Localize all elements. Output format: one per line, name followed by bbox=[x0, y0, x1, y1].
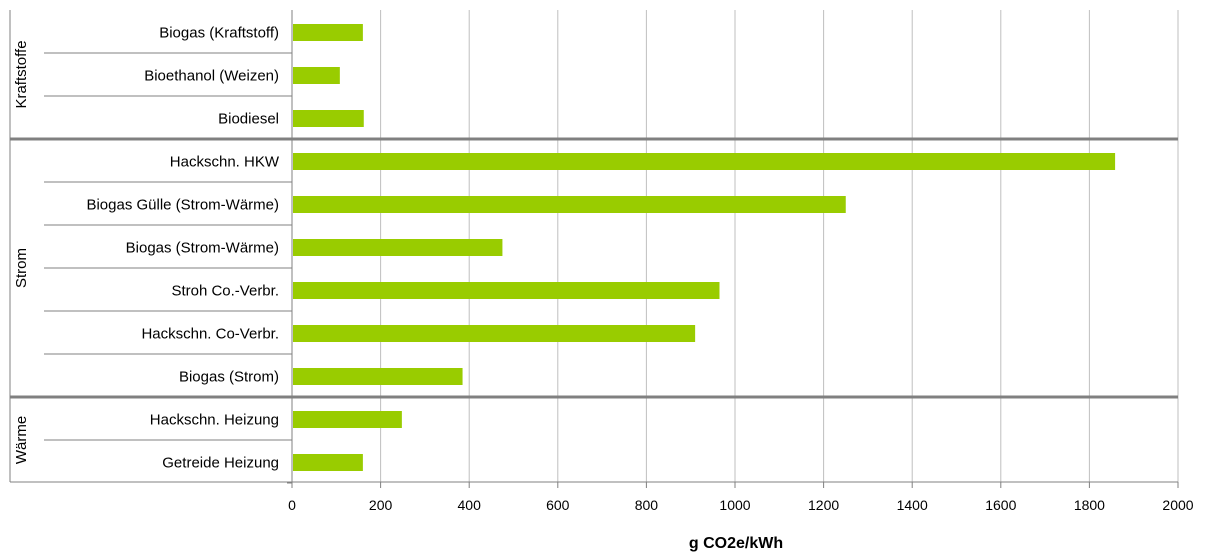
group-labels: Kraftstoffe Strom Wärme bbox=[13, 40, 30, 464]
bar bbox=[293, 24, 363, 41]
x-tick-label: 0 bbox=[288, 497, 296, 513]
category-label: Hackschn. HKW bbox=[170, 154, 280, 171]
bar bbox=[293, 411, 402, 428]
category-label: Getreide Heizung bbox=[162, 455, 279, 472]
group-label: Strom bbox=[13, 248, 30, 288]
x-axis-title: g CO2e/kWh bbox=[689, 535, 783, 552]
category-label: Biogas (Kraftstoff) bbox=[159, 25, 279, 42]
bar bbox=[293, 282, 720, 299]
x-tick-labels: 0 200 400 600 800 1000 1200 1400 1600 1800 2000 bbox=[288, 497, 1194, 513]
x-tick-label: 800 bbox=[635, 497, 659, 513]
x-tick-label: 1400 bbox=[897, 497, 928, 513]
axes bbox=[9, 10, 1179, 488]
x-tick-label: 1200 bbox=[808, 497, 839, 513]
category-label: Hackschn. Co-Verbr. bbox=[141, 326, 279, 343]
x-tick-label: 600 bbox=[546, 497, 570, 513]
bar bbox=[293, 239, 503, 256]
category-labels: Biogas (Kraftstoff) Bioethanol (Weizen) Bi… bbox=[86, 25, 279, 472]
bar bbox=[293, 110, 364, 127]
grid-lines bbox=[380, 10, 1179, 482]
x-tick-label: 1000 bbox=[719, 497, 750, 513]
category-label: Bioethanol (Weizen) bbox=[144, 68, 279, 85]
group-label: Wärme bbox=[13, 416, 30, 464]
bar bbox=[293, 368, 463, 385]
x-tick-label: 2000 bbox=[1162, 497, 1193, 513]
x-tick-label: 400 bbox=[458, 497, 482, 513]
bar bbox=[293, 325, 696, 342]
bar bbox=[293, 196, 846, 213]
category-label: Stroh Co.-Verbr. bbox=[171, 283, 279, 300]
bar bbox=[293, 454, 363, 471]
x-tick-label: 200 bbox=[369, 497, 393, 513]
bar bbox=[293, 67, 340, 84]
category-label: Biodiesel bbox=[218, 111, 279, 128]
bars bbox=[293, 24, 1116, 471]
group-label: Kraftstoffe bbox=[13, 40, 30, 108]
category-label: Biogas (Strom-Wärme) bbox=[126, 240, 279, 257]
x-tick-label: 1600 bbox=[985, 497, 1016, 513]
x-tick-label: 1800 bbox=[1074, 497, 1105, 513]
category-label: Biogas (Strom) bbox=[179, 369, 279, 386]
bar bbox=[293, 153, 1116, 170]
category-label: Hackschn. Heizung bbox=[150, 412, 279, 429]
category-label: Biogas Gülle (Strom-Wärme) bbox=[86, 197, 279, 214]
